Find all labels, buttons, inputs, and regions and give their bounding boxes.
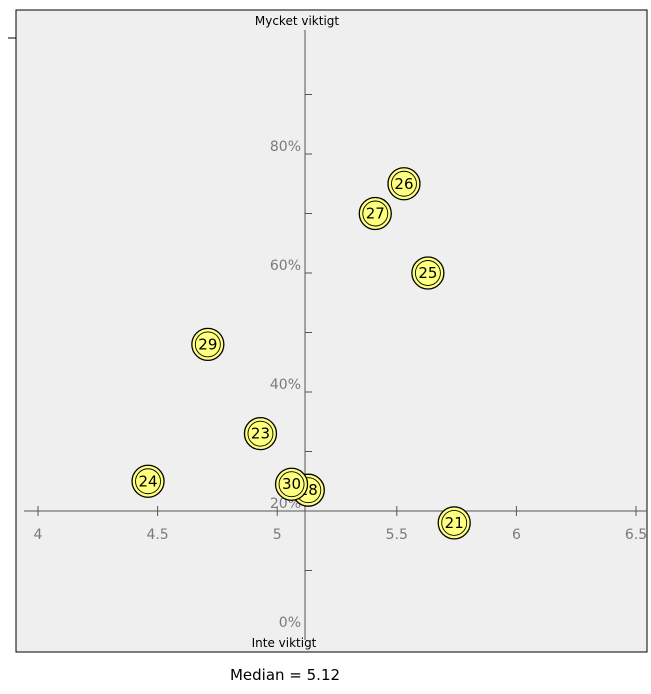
data-point: 24 (131, 464, 165, 498)
scatter-chart: 4 4.5 5 5.5 6 6.5 0%20%40%60%80% Mycket vikti… (8, 9, 648, 653)
data-point-ring (135, 468, 161, 495)
data-point: 29 (191, 327, 225, 362)
x-tick-label: 4.5 (146, 527, 168, 543)
data-point-label: 21 (445, 514, 464, 532)
data-point-label: 23 (251, 425, 270, 443)
data-point-ring (247, 420, 274, 447)
data-point-label: 27 (366, 205, 385, 223)
x-tick-label: 6.5 (625, 527, 647, 543)
plot-area (15, 9, 648, 653)
data-point: 27 (358, 196, 392, 231)
data-point-bubble (131, 464, 165, 498)
data-point: 23 (243, 416, 278, 451)
data-point-label: 29 (198, 335, 217, 353)
data-point-ring (194, 331, 221, 358)
data-point-label: 26 (394, 175, 413, 193)
data-point-ring (278, 471, 305, 498)
data-point-bubble (191, 327, 225, 362)
x-tick-label: 5 (273, 527, 282, 543)
data-point-bubble (274, 467, 309, 501)
x-tick-label: 5.5 (386, 527, 408, 543)
data-point-bubble (243, 416, 278, 451)
median-label: Median = 5.12 (229, 666, 341, 684)
data-point-bubble (437, 506, 471, 540)
x-tick-label: 6 (512, 527, 521, 543)
x-tick-label: 4 (34, 527, 43, 543)
data-point-bubble (411, 256, 445, 290)
top-label: Mycket viktigt (255, 14, 340, 28)
data-point-ring (362, 200, 389, 227)
data-point-ring (391, 170, 417, 197)
data-point: 30 (274, 467, 309, 501)
y-tick-label: 0% (279, 615, 301, 631)
data-point: 21 (437, 506, 471, 540)
data-point-label: 25 (418, 264, 437, 282)
x-ticks: 4 4.5 5 5.5 6 6.5 (34, 506, 647, 543)
y-tick-label: 40% (270, 377, 301, 393)
data-point: 26 (387, 167, 421, 201)
data-point-bubble (358, 196, 392, 231)
y-tick-label: 60% (270, 258, 301, 274)
bottom-label: Inte viktigt (252, 636, 317, 650)
data-point-label: 30 (282, 475, 301, 493)
data-point-ring (414, 260, 441, 286)
data-point-bubble (387, 167, 421, 201)
data-point: 25 (411, 256, 445, 290)
y-tick-label: 80% (270, 139, 301, 155)
data-point-ring (441, 509, 468, 536)
data-point-label: 24 (138, 472, 157, 490)
